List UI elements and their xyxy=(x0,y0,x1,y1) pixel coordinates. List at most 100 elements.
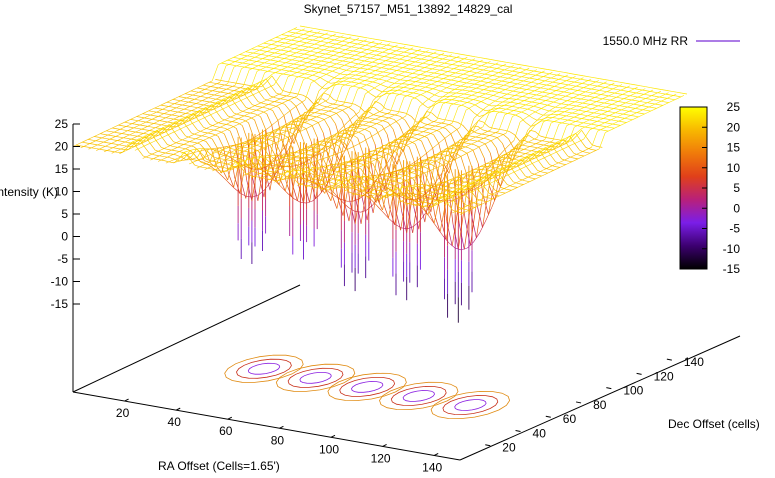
surface-mesh-line xyxy=(489,66,495,69)
surface-mesh-line xyxy=(475,203,482,205)
surface-mesh-line xyxy=(284,69,290,72)
surface-mesh-line xyxy=(561,122,568,125)
surface-mesh-line xyxy=(666,90,672,92)
surface-mesh-line xyxy=(287,157,294,161)
surface-mesh-line xyxy=(176,114,183,118)
surface-mesh-line xyxy=(183,144,189,146)
surface-mesh-line xyxy=(293,119,300,123)
surface-mesh-line xyxy=(254,56,261,59)
surface-mesh-line xyxy=(473,144,480,148)
surface-mesh-line xyxy=(371,188,378,192)
surface-mesh-line xyxy=(391,172,398,175)
surface-mesh-line xyxy=(257,52,265,57)
surface-mesh-line xyxy=(341,56,347,58)
surface-mesh-line xyxy=(209,81,215,84)
surface-mesh-line xyxy=(202,162,210,166)
surface-mesh-line xyxy=(274,64,280,66)
surface-mesh-line xyxy=(405,169,412,199)
surface-mesh-line xyxy=(417,155,424,161)
surface-mesh-line xyxy=(299,48,306,52)
surface-mesh-line xyxy=(353,161,360,165)
surface-mesh-line xyxy=(410,80,416,82)
surface-mesh-line xyxy=(260,146,267,150)
surface-mesh-line xyxy=(144,124,151,129)
surface-mesh-line xyxy=(366,195,374,199)
surface-mesh-line xyxy=(142,120,150,124)
surface-mesh-line xyxy=(201,87,209,92)
surface-mesh-line xyxy=(526,149,532,152)
surface-mesh-line xyxy=(324,179,332,184)
surface-mesh-line xyxy=(429,145,436,151)
surface-mesh-line xyxy=(288,193,295,200)
surface-mesh-line xyxy=(373,77,379,80)
surface-mesh-line xyxy=(310,153,318,159)
surface-mesh-line xyxy=(358,188,365,192)
surface-mesh-line xyxy=(351,157,359,161)
surface-mesh-line xyxy=(445,193,452,197)
surface-mesh-line xyxy=(584,151,591,154)
surface-mesh-line xyxy=(174,145,181,149)
surface-mesh-line xyxy=(411,203,417,206)
surface-mesh-line xyxy=(427,104,434,111)
surface-mesh-line xyxy=(337,139,344,143)
surface-mesh-line xyxy=(94,143,101,147)
surface-mesh-line xyxy=(533,105,539,108)
surface-mesh-line xyxy=(405,136,412,138)
surface-mesh-line xyxy=(501,170,508,175)
surface-mesh-line xyxy=(328,146,334,150)
surface-mesh-line xyxy=(434,215,441,233)
surface-mesh-line xyxy=(311,125,318,138)
surface-mesh-line xyxy=(554,86,560,88)
surface-mesh-line xyxy=(436,195,443,200)
surface-mesh-line xyxy=(264,62,270,65)
surface-mesh-line xyxy=(444,51,450,53)
surface-mesh-line xyxy=(579,94,585,96)
surface-mesh-line xyxy=(232,117,239,120)
surface-mesh-line xyxy=(577,77,584,81)
surface-mesh-line xyxy=(196,165,204,169)
surface-mesh-line xyxy=(353,50,359,53)
surface-mesh-line xyxy=(167,109,174,113)
surface-mesh-line xyxy=(198,103,204,106)
surface-mesh-line xyxy=(574,88,581,93)
surface-mesh-line xyxy=(590,111,597,115)
surface-mesh-line xyxy=(390,140,397,164)
surface-mesh-line xyxy=(293,70,301,75)
surface-mesh-line xyxy=(432,183,438,186)
surface-mesh-line xyxy=(378,58,384,61)
surface-mesh-line xyxy=(254,148,261,153)
surface-mesh-line xyxy=(427,159,433,162)
surface-mesh-line xyxy=(419,186,426,191)
surface-mesh-line xyxy=(160,151,166,154)
surface-mesh-line xyxy=(437,156,445,161)
surface-mesh-line xyxy=(259,160,265,166)
surface-mesh-line xyxy=(466,153,473,169)
surface-mesh-line xyxy=(434,100,442,105)
surface-mesh-line xyxy=(301,36,309,41)
surface-mesh-line xyxy=(449,51,455,54)
surface-mesh-line xyxy=(316,151,322,155)
surface-mesh-line xyxy=(179,156,186,162)
surface-mesh-line xyxy=(405,139,411,142)
surface-mesh-line xyxy=(498,72,504,74)
surface-mesh-line xyxy=(488,138,495,143)
surface-mesh-line xyxy=(240,93,247,97)
surface-mesh-line xyxy=(560,125,567,143)
surface-mesh-line xyxy=(345,143,352,161)
surface-mesh-line xyxy=(362,63,370,67)
surface-mesh-line xyxy=(617,123,624,128)
surface-mesh-line xyxy=(272,110,279,121)
surface-mesh-line xyxy=(507,100,514,105)
surface-mesh-line xyxy=(323,41,329,44)
surface-mesh-line xyxy=(568,115,575,118)
surface-mesh-line xyxy=(360,87,366,91)
surface-mesh-line xyxy=(398,61,405,66)
surface-mesh-line xyxy=(365,190,372,195)
surface-mesh-line xyxy=(463,178,469,214)
surface-mesh-line xyxy=(290,67,296,69)
surface-mesh-line xyxy=(361,196,368,221)
surface-mesh-line xyxy=(169,157,176,160)
surface-mesh-line xyxy=(454,52,461,55)
surface-mesh-line xyxy=(435,187,443,191)
surface-mesh-line xyxy=(303,179,310,184)
